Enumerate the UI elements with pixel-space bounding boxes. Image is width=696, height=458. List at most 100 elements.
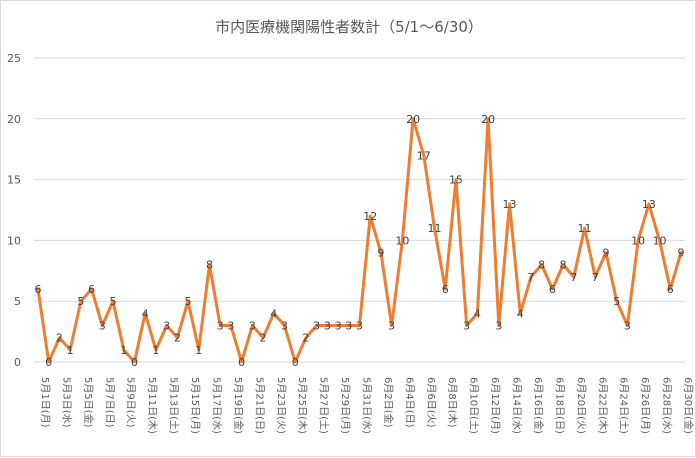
data-label: 3 [324, 320, 331, 333]
x-tick-label: 6月20日(火) [575, 377, 587, 434]
data-label: 3 [281, 320, 288, 333]
data-label: 3 [249, 320, 256, 333]
data-label: 11 [578, 222, 592, 235]
data-label: 9 [377, 247, 384, 260]
x-tick-label: 6月10日(土) [468, 377, 481, 434]
data-label: 20 [481, 113, 495, 126]
x-tick-label: 5月7日(日) [103, 377, 115, 428]
data-label: 2 [302, 332, 309, 345]
x-tick-label: 6月14日(水) [511, 377, 523, 434]
x-tick-label: 6月22日(木) [596, 377, 608, 434]
x-tick-label: 5月5日(金) [82, 377, 95, 428]
x-axis-ticks: 5月1日(月) 5月3日(水) 5月5日(金) 5月7日(日) 5月9日(火) 5月11日… [39, 377, 695, 434]
data-label: 3 [463, 320, 470, 333]
x-tick-label: 6月18日(日) [553, 377, 565, 434]
data-label: 3 [163, 320, 170, 333]
x-tick-label: 6月6日(火) [425, 377, 437, 428]
x-tick-label: 5月11日(木) [146, 377, 158, 434]
data-label: 3 [624, 320, 631, 333]
data-label: 3 [99, 320, 106, 333]
data-label: 4 [517, 307, 524, 320]
data-label: 6 [88, 283, 95, 296]
x-tick-label: 6月2日(金) [382, 377, 395, 428]
data-label: 3 [217, 320, 224, 333]
data-label: 8 [560, 259, 567, 272]
x-tick-label: 6月30日(金) [682, 377, 695, 434]
x-tick-label: 6月4日(日) [403, 377, 415, 428]
y-tick-label: 15 [7, 174, 21, 187]
x-tick-label: 5月29日(月) [339, 377, 351, 434]
data-label: 4 [270, 307, 277, 320]
data-label: 9 [678, 247, 685, 260]
x-tick-label: 5月9日(火) [125, 377, 137, 428]
data-label: 12 [363, 210, 377, 223]
data-label: 10 [631, 234, 645, 247]
data-label: 2 [260, 332, 267, 345]
data-label: 13 [503, 198, 517, 211]
series-line [36, 117, 683, 364]
data-label: 3 [388, 320, 395, 333]
y-tick-label: 25 [7, 52, 21, 65]
data-label: 6 [442, 283, 449, 296]
data-label: 10 [653, 234, 667, 247]
data-label: 20 [406, 113, 420, 126]
y-axis-ticks: 0 5 10 15 20 25 [7, 52, 21, 369]
data-label: 5 [613, 295, 620, 308]
x-tick-label: 5月13日(土) [168, 377, 181, 434]
data-label: 6 [35, 283, 42, 296]
x-tick-label: 5月19日(金) [232, 377, 245, 434]
data-label: 11 [428, 222, 442, 235]
data-label: 5 [185, 295, 192, 308]
data-label: 3 [345, 320, 352, 333]
data-label: 2 [56, 332, 63, 345]
data-label: 10 [395, 234, 409, 247]
y-tick-label: 10 [7, 234, 21, 247]
data-label: 3 [335, 320, 342, 333]
data-label: 7 [592, 271, 599, 284]
data-label: 3 [495, 320, 502, 333]
data-label: 8 [206, 259, 213, 272]
data-label: 1 [195, 344, 202, 357]
data-label: 5 [110, 295, 117, 308]
data-label: 9 [602, 247, 609, 260]
x-tick-label: 6月16日(金) [532, 377, 545, 434]
data-label: 6 [549, 283, 556, 296]
y-tick-label: 20 [7, 113, 21, 126]
x-tick-label: 5月15日(月) [189, 377, 201, 434]
y-tick-label: 5 [14, 295, 21, 308]
x-tick-label: 5月27日(土) [318, 377, 331, 434]
data-label: 7 [527, 271, 534, 284]
gridlines [34, 57, 685, 363]
data-label: 4 [474, 307, 481, 320]
data-label: 4 [142, 307, 149, 320]
x-tick-label: 5月21日(日) [253, 377, 265, 434]
x-tick-label: 6月28日(水) [661, 377, 673, 434]
data-label: 13 [642, 198, 656, 211]
data-label: 1 [152, 344, 159, 357]
x-tick-label: 6月26日(月) [639, 377, 651, 434]
x-tick-label: 5月17日(水) [210, 377, 222, 434]
data-label: 8 [538, 259, 545, 272]
data-label: 3 [356, 320, 363, 333]
data-label: 17 [417, 149, 431, 162]
x-tick-label: 5月31日(水) [361, 377, 373, 434]
data-label: 1 [67, 344, 74, 357]
data-label: 0 [131, 356, 138, 369]
data-label: 5 [77, 295, 84, 308]
x-tick-label: 6月24日(土) [618, 377, 631, 434]
data-label: 15 [449, 174, 463, 187]
data-label: 3 [313, 320, 320, 333]
x-tick-label: 6月12日(月) [489, 377, 501, 434]
data-label: 1 [120, 344, 127, 357]
data-label: 0 [292, 356, 299, 369]
x-tick-label: 5月25日(木) [296, 377, 308, 434]
data-label: 0 [45, 356, 52, 369]
data-label: 6 [667, 283, 674, 296]
y-tick-label: 0 [14, 356, 21, 369]
data-label: 7 [570, 271, 577, 284]
data-label: 2 [174, 332, 181, 345]
chart-title: 市内医療機関陽性者数計（5/1～6/30） [215, 18, 483, 36]
x-tick-label: 5月1日(月) [39, 377, 51, 428]
